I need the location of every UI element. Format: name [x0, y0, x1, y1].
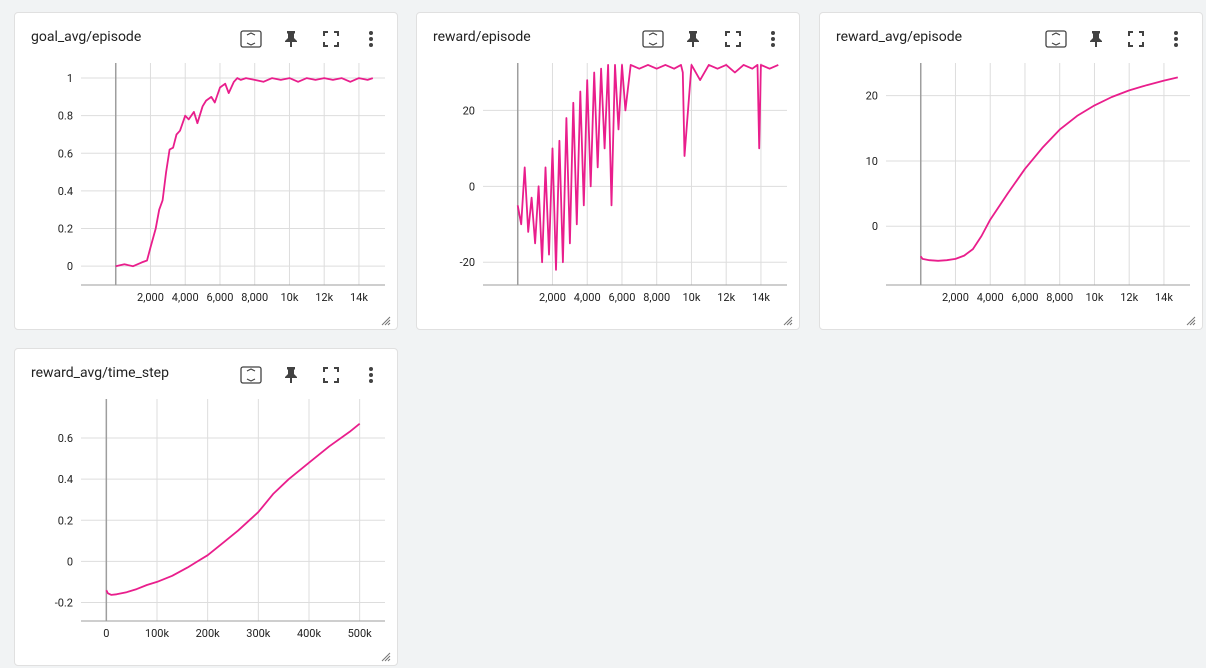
chart-title: reward_avg/time_step	[31, 365, 169, 381]
chart-card-reward-episode: reward/episode 2,000 4,000 6,000 8,000 10k 12…	[416, 12, 800, 330]
more-vert-icon[interactable]	[359, 363, 383, 387]
y-tick-label: 0.6	[58, 432, 73, 445]
fit-domain-icon[interactable]	[641, 27, 665, 51]
pin-icon[interactable]	[279, 363, 303, 387]
y-tick-label: -20	[460, 256, 475, 269]
card-toolbar	[1044, 27, 1188, 51]
x-tick-label: 4,000	[574, 291, 601, 304]
resize-handle-icon[interactable]	[379, 647, 391, 662]
series-line	[105, 422, 361, 596]
card-toolbar	[239, 27, 383, 51]
chart-card-reward-avg-time-step: reward_avg/time_step 0 100k 200k 300k 400k 50…	[14, 348, 398, 666]
x-tick-label: 10k	[280, 291, 298, 304]
series-line	[516, 64, 779, 271]
x-tick-label: 14k	[1155, 291, 1173, 304]
x-tick-label: 4,000	[172, 291, 199, 304]
chart-card-reward-avg-episode: reward_avg/episode 2,000 4,000 6,000 8,000 1…	[819, 12, 1203, 330]
y-tick-label: 0.6	[58, 147, 73, 160]
y-tick-label: 0.8	[58, 110, 73, 123]
x-tick-label: 8,000	[1046, 291, 1073, 304]
y-tick-label: 0.4	[58, 473, 73, 486]
x-tick-label: 500k	[348, 627, 373, 640]
x-tick-label: 10k	[1085, 291, 1103, 304]
y-tick-label: 20	[463, 104, 475, 117]
y-tick-label: 0.2	[58, 514, 73, 527]
fit-domain-icon[interactable]	[239, 27, 263, 51]
chart-plot[interactable]: 2,000 4,000 6,000 8,000 10k 12k 14k 0 10 20	[820, 13, 1204, 331]
fit-domain-icon[interactable]	[239, 363, 263, 387]
more-vert-icon[interactable]	[761, 27, 785, 51]
fullscreen-icon[interactable]	[319, 363, 343, 387]
chart-card-goal-avg-episode: goal_avg/episode 2,000 4,000 6,000 8,000 10k…	[14, 12, 398, 330]
x-tick-label: 100k	[145, 627, 170, 640]
more-vert-icon[interactable]	[359, 27, 383, 51]
x-tick-label: 6,000	[207, 291, 234, 304]
pin-icon[interactable]	[681, 27, 705, 51]
x-tick-label: 4,000	[977, 291, 1004, 304]
y-tick-label: 1	[67, 72, 73, 85]
y-tick-label: 20	[866, 90, 878, 103]
y-tick-label: -0.2	[55, 597, 73, 610]
y-tick-label: 0.2	[58, 223, 73, 236]
chart-plot[interactable]: 2,000 4,000 6,000 8,000 10k 12k 14k -20 0 20	[417, 13, 801, 331]
chart-title: reward_avg/episode	[836, 29, 963, 45]
x-tick-label: 400k	[297, 627, 322, 640]
x-tick-label: 12k	[1120, 291, 1138, 304]
y-tick-label: 10	[866, 155, 878, 168]
pin-icon[interactable]	[1084, 27, 1108, 51]
y-tick-label: 0	[469, 180, 475, 193]
x-tick-label: 8,000	[643, 291, 670, 304]
chart-title: goal_avg/episode	[31, 29, 142, 45]
fullscreen-icon[interactable]	[319, 27, 343, 51]
chart-title: reward/episode	[433, 29, 531, 45]
y-tick-label: 0.4	[58, 185, 73, 198]
series-line	[115, 77, 374, 268]
pin-icon[interactable]	[279, 27, 303, 51]
x-tick-label: 2,000	[137, 291, 164, 304]
x-tick-label: 300k	[246, 627, 271, 640]
fullscreen-icon[interactable]	[1124, 27, 1148, 51]
x-tick-label: 6,000	[609, 291, 636, 304]
x-tick-label: 12k	[717, 291, 735, 304]
chart-plot[interactable]: 2,000 4,000 6,000 8,000 10k 12k 14k 0 0.2 0.4 0.6 0…	[15, 13, 399, 331]
more-vert-icon[interactable]	[1164, 27, 1188, 51]
y-tick-label: 0	[67, 260, 73, 273]
resize-handle-icon[interactable]	[1184, 311, 1196, 326]
x-tick-label: 14k	[752, 291, 770, 304]
x-tick-label: 2,000	[539, 291, 566, 304]
x-tick-label: 0	[103, 627, 109, 640]
x-tick-label: 8,000	[241, 291, 268, 304]
card-toolbar	[239, 363, 383, 387]
fit-domain-icon[interactable]	[1044, 27, 1068, 51]
fullscreen-icon[interactable]	[721, 27, 745, 51]
series-line	[919, 76, 1179, 262]
chart-plot[interactable]: 0 100k 200k 300k 400k 500k -0.2 0 0.2 0.4 0.6	[15, 349, 399, 667]
x-tick-label: 10k	[682, 291, 700, 304]
resize-handle-icon[interactable]	[379, 311, 391, 326]
x-tick-label: 2,000	[942, 291, 969, 304]
x-tick-label: 200k	[196, 627, 221, 640]
card-toolbar	[641, 27, 785, 51]
x-tick-label: 14k	[350, 291, 368, 304]
x-tick-label: 12k	[315, 291, 333, 304]
y-tick-label: 0	[67, 555, 73, 568]
x-tick-label: 6,000	[1012, 291, 1039, 304]
y-tick-label: 0	[872, 220, 878, 233]
resize-handle-icon[interactable]	[781, 311, 793, 326]
